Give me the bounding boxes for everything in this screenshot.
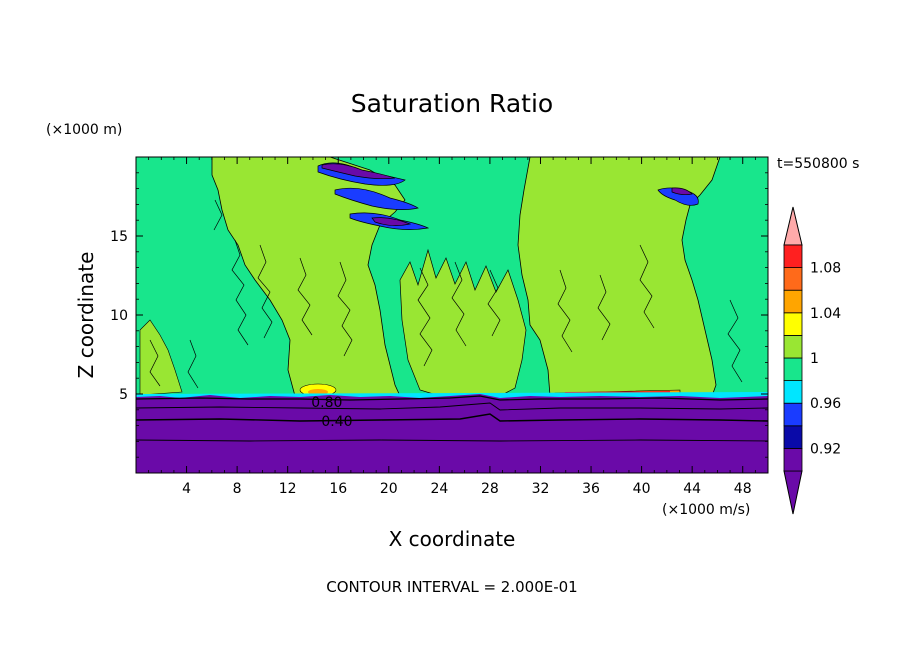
chart-title: Saturation Ratio (351, 89, 553, 118)
plot-field (136, 157, 768, 473)
x-tick-label: 40 (633, 481, 651, 497)
x-tick-label: 12 (279, 481, 297, 497)
colorbar-swatch (783, 402, 803, 427)
y-tick-label: 15 (110, 229, 128, 245)
x-tick-label: 36 (582, 481, 600, 497)
colorbar-label: 0.92 (810, 441, 841, 457)
x-tick-label: 4 (182, 481, 191, 497)
x-axis-label: X coordinate (389, 527, 516, 551)
time-label: t=550800 s (777, 156, 859, 172)
colorbar-under-triangle (783, 470, 803, 515)
colorbar-swatch (783, 447, 803, 472)
x-tick-label: 32 (532, 481, 550, 497)
colorbar-swatch (783, 312, 803, 336)
region-subsaturated-layer (136, 394, 768, 473)
colorbar-swatch (783, 289, 803, 314)
y-unit-label: (×1000 m) (46, 122, 122, 138)
colorbar-over-triangle (783, 206, 803, 246)
dry-layer-contours (136, 395, 768, 442)
colorbar-swatch (783, 244, 803, 269)
x-tick-label: 20 (380, 481, 398, 497)
contour-interval-label: CONTOUR INTERVAL = 2.000E-01 (326, 578, 577, 596)
x-tick-label: 16 (329, 481, 347, 497)
colorbar: 1.08 1.04 1 0.96 0.92 (783, 206, 841, 515)
x-unit-label: (×1000 m/s) (662, 502, 750, 518)
y-tick-label: 5 (119, 387, 128, 403)
fine-contours (149, 199, 743, 389)
x-tick-label: 44 (683, 481, 701, 497)
colorbar-swatch (783, 357, 803, 382)
x-tick-label: 8 (233, 481, 242, 497)
x-tick-label: 48 (734, 481, 752, 497)
y-tick-label: 10 (110, 308, 128, 324)
region-mid-band (399, 248, 527, 397)
colorbar-swatch (783, 267, 803, 291)
x-tick-label: 28 (481, 481, 499, 497)
contour-label: 0.80 (311, 395, 342, 411)
contour-label: 0.40 (321, 414, 352, 430)
colorbar-swatch (783, 425, 803, 449)
colorbar-label: 1 (810, 351, 819, 367)
y-axis-label: Z coordinate (74, 252, 98, 379)
colorbar-label: 0.96 (810, 396, 841, 412)
colorbar-label: 1.08 (810, 261, 841, 277)
colorbar-swatch (783, 334, 803, 359)
x-tick-label: 24 (430, 481, 448, 497)
colorbar-swatch (783, 380, 803, 404)
colorbar-label: 1.04 (810, 306, 841, 322)
upper-streaks (317, 162, 699, 230)
